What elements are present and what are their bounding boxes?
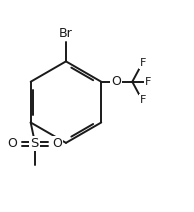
Text: Br: Br [59, 27, 73, 40]
Text: O: O [7, 137, 17, 150]
Text: F: F [140, 58, 146, 68]
Text: F: F [140, 95, 146, 105]
Text: S: S [30, 137, 39, 150]
Text: O: O [111, 75, 121, 88]
Text: F: F [145, 77, 151, 87]
Text: O: O [52, 137, 62, 150]
